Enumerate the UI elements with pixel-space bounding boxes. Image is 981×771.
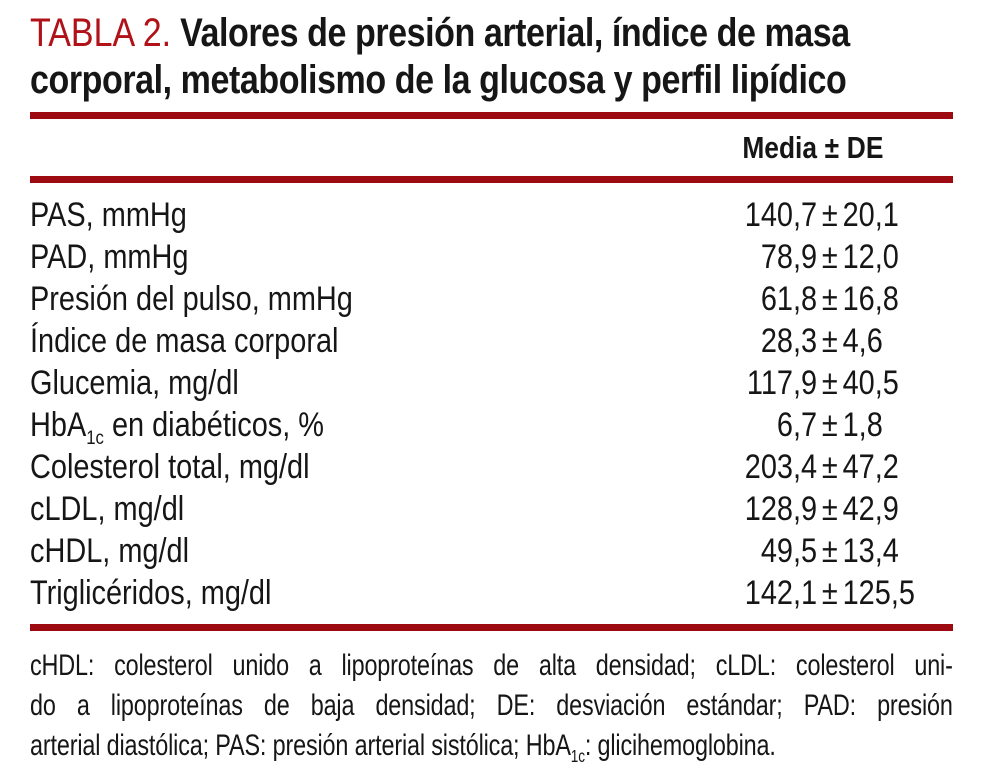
row-label: Colesterol total, mg/dl xyxy=(30,446,690,488)
row-mean-value: 140,7 xyxy=(744,196,818,234)
title-block: TABLA 2. Valores de presión arterial, ín… xyxy=(30,10,953,104)
table-row: Triglicéridos, mg/dl 142,1 ± 125,5 xyxy=(30,572,953,614)
plus-minus-sign: ± xyxy=(821,322,838,360)
row-sd-value: 42,9 xyxy=(842,490,899,528)
table-row: PAD, mmHg 78,9 ± 12,0 xyxy=(30,236,953,278)
table-number: TABLA 2. xyxy=(30,11,172,55)
row-label: Triglicéridos, mg/dl xyxy=(30,572,690,614)
row-sd-value: 47,2 xyxy=(842,448,899,486)
row-mean-value: 78,9 xyxy=(760,238,818,276)
plus-minus-sign: ± xyxy=(821,364,838,402)
row-mean-value: 61,8 xyxy=(760,280,818,318)
row-mean-value: 203,4 xyxy=(744,448,818,486)
row-sd-value: 40,5 xyxy=(842,364,899,402)
plus-minus-sign: ± xyxy=(821,280,838,318)
row-sd-value: 12,0 xyxy=(842,238,899,276)
row-mean-value: 28,3 xyxy=(760,322,818,360)
row-sd-value: 1,8 xyxy=(842,406,883,444)
row-sd-value: 125,5 xyxy=(842,574,915,612)
header-rule xyxy=(30,176,953,183)
row-mean-value: 6,7 xyxy=(776,406,818,444)
plus-minus-sign: ± xyxy=(821,238,838,276)
table-row: PAS, mmHg 140,7 ± 20,1 xyxy=(30,194,953,236)
row-sd-value: 16,8 xyxy=(842,280,899,318)
header-plus-minus-sign: ± xyxy=(824,129,840,165)
row-mean-value: 117,9 xyxy=(746,364,818,402)
footnote-line-3-text: arterial diastólica; PAS: presión arteri… xyxy=(30,729,571,762)
row-label-text: Presión del pulso, mmHg xyxy=(30,280,353,318)
header-mean-label: Media xyxy=(742,129,818,165)
table-row: cHDL, mg/dl 49,5 ± 13,4 xyxy=(30,530,953,572)
footnote-line-3-suffix: : glicihemoglobina. xyxy=(584,729,776,762)
row-label-text: cLDL, mg/dl xyxy=(30,490,185,528)
row-label-text: Índice de masa corporal xyxy=(30,322,339,360)
plus-minus-sign: ± xyxy=(821,574,838,612)
table-row: Colesterol total, mg/dl 203,4 ± 47,2 xyxy=(30,446,953,488)
plus-minus-sign: ± xyxy=(821,448,838,486)
body-block: PAS, mmHg 140,7 ± 20,1 PAD, mmHg 78,9 ± … xyxy=(30,183,953,624)
table-row: Glucemia, mg/dl 117,9 ± 40,5 xyxy=(30,362,953,404)
table-row: cLDL, mg/dl 128,9 ± 42,9 xyxy=(30,488,953,530)
row-label-text: cHDL, mg/dl xyxy=(30,532,190,570)
row-label: Presión del pulso, mmHg xyxy=(30,278,690,320)
bottom-rule xyxy=(30,624,953,631)
row-label-text: HbA xyxy=(30,406,87,444)
row-label-text: Glucemia, mg/dl xyxy=(30,364,239,402)
table-row: HbA1c en diabéticos, % 6,7 ± 1,8 xyxy=(30,404,953,449)
row-label: cLDL, mg/dl xyxy=(30,488,690,530)
row-label: Glucemia, mg/dl xyxy=(30,362,690,404)
row-sd-value: 4,6 xyxy=(842,322,883,360)
footnote-line-1: cHDL: colesterol unido a lipoproteínas d… xyxy=(30,649,953,682)
table-title: TABLA 2. Valores de presión arterial, ín… xyxy=(30,10,953,104)
row-mean-value: 49,5 xyxy=(760,532,818,570)
plus-minus-sign: ± xyxy=(821,490,838,528)
table-body: PAS, mmHg 140,7 ± 20,1 PAD, mmHg 78,9 ± … xyxy=(30,183,953,624)
plus-minus-sign: ± xyxy=(821,406,838,444)
footnote-hba1c-subscript: 1c xyxy=(570,746,585,766)
row-sd-value: 20,1 xyxy=(842,196,899,234)
plus-minus-sign: ± xyxy=(821,196,838,234)
row-label-text: PAD, mmHg xyxy=(30,238,189,276)
footnote-line-3: arterial diastólica; PAS: presión arteri… xyxy=(30,726,953,766)
row-sd-value: 13,4 xyxy=(842,532,899,570)
title-line1: Valores de presión arterial, índice de m… xyxy=(180,11,850,55)
row-label: Índice de masa corporal xyxy=(30,320,690,362)
column-header: Media ± DE xyxy=(30,119,953,176)
top-rule xyxy=(30,112,953,119)
row-label-text: PAS, mmHg xyxy=(30,196,187,234)
row-label-suffix: en diabéticos, % xyxy=(103,406,325,444)
row-label-subscript: 1c xyxy=(86,426,104,449)
table-row: Índice de masa corporal 28,3 ± 4,6 xyxy=(30,320,953,362)
row-label-text: Triglicéridos, mg/dl xyxy=(30,574,272,612)
row-label-text: Colesterol total, mg/dl xyxy=(30,448,310,486)
header-block: Media ± DE xyxy=(30,119,953,176)
plus-minus-sign: ± xyxy=(821,532,838,570)
table-row: Presión del pulso, mmHg 61,8 ± 16,8 xyxy=(30,278,953,320)
row-label: cHDL, mg/dl xyxy=(30,530,690,572)
row-label: PAD, mmHg xyxy=(30,236,690,278)
header-sd-label: DE xyxy=(846,129,884,165)
row-mean-value: 142,1 xyxy=(744,574,818,612)
footnote: cHDL: colesterol unido a lipoproteínas d… xyxy=(30,646,953,766)
footnote-line-2: do a lipoproteínas de baja densidad; DE:… xyxy=(30,689,953,722)
title-line2: corporal, metabolismo de la glucosa y pe… xyxy=(30,58,847,102)
row-mean-value: 128,9 xyxy=(744,490,818,528)
row-label: PAS, mmHg xyxy=(30,194,690,236)
row-label: HbA1c en diabéticos, % xyxy=(30,404,690,449)
